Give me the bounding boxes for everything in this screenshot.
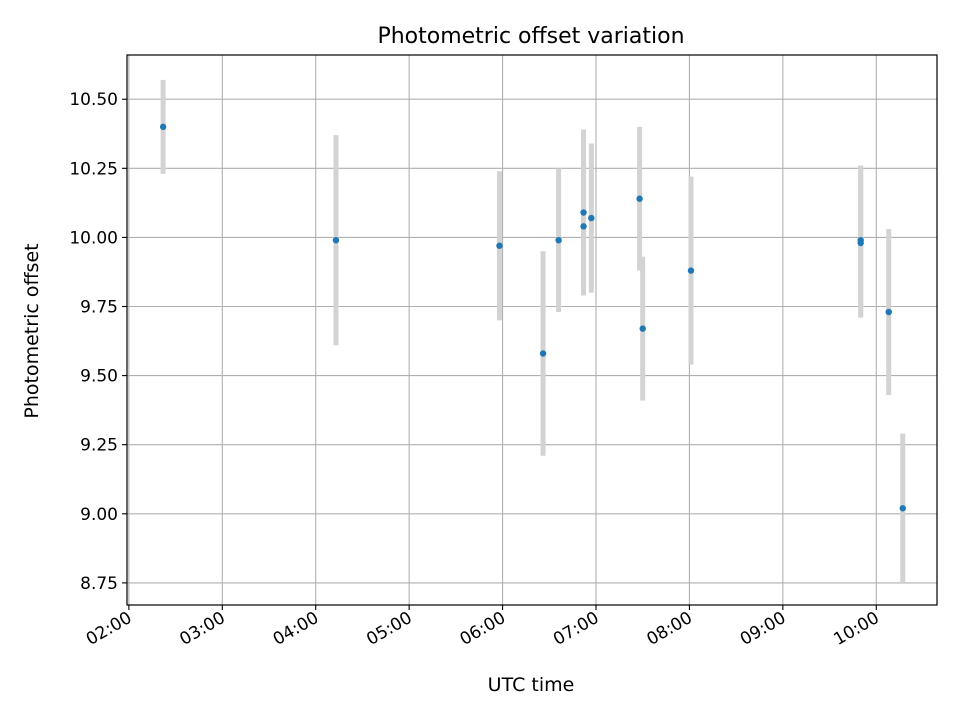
data-point [639, 325, 646, 332]
data-point [580, 223, 587, 230]
x-axis-label: UTC time [488, 674, 575, 696]
plot-area-frame [126, 54, 938, 606]
y-tick-label: 9.50 [80, 367, 118, 387]
data-point [159, 123, 167, 131]
data-point [857, 236, 864, 244]
chart-title: Photometric offset variation [377, 24, 684, 49]
y-tick-label: 10.00 [69, 228, 118, 248]
data-point [555, 236, 562, 244]
data-points [159, 123, 906, 512]
data-point [687, 267, 695, 274]
y-tick-label: 9.25 [80, 436, 118, 456]
y-axis-ticks: 8.75 9.00 9.25 9.50 9.75 10.00 10.25 10.50 [69, 90, 127, 594]
y-tick-label: 8.75 [80, 574, 118, 594]
data-point [496, 242, 503, 249]
data-point [539, 350, 547, 357]
data-point [636, 195, 643, 202]
y-tick-label: 10.25 [69, 159, 118, 179]
y-tick-label: 9.75 [80, 298, 118, 318]
data-point [885, 308, 892, 316]
data-point [332, 236, 340, 244]
y-axis-label: Photometric offset [21, 243, 43, 418]
data-point [899, 505, 906, 512]
y-tick-label: 10.50 [69, 90, 118, 110]
grid-lines [127, 55, 937, 605]
data-point [588, 214, 595, 222]
y-tick-label: 9.00 [80, 505, 118, 525]
data-point [580, 209, 587, 216]
